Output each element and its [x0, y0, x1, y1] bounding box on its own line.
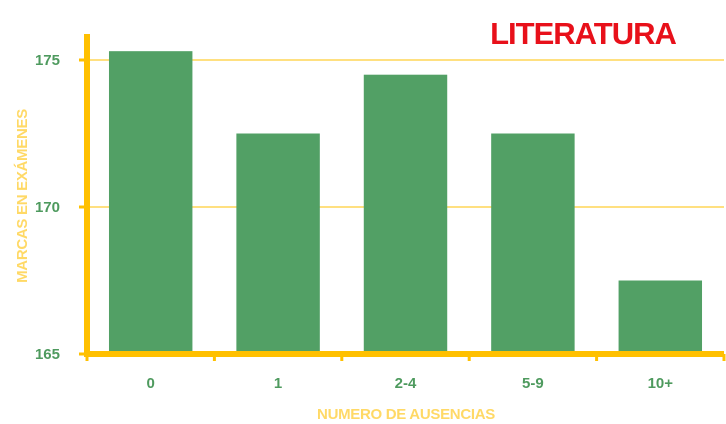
- x-axis-title: NUMERO DE AUSENCIAS: [317, 406, 495, 423]
- bar: [491, 133, 575, 354]
- axes: [84, 34, 726, 361]
- x-tick-label: 1: [274, 375, 282, 392]
- chart-title: LITERATURA: [490, 16, 676, 51]
- bar: [236, 133, 320, 354]
- y-tick-labels: 165 170 175: [35, 52, 60, 363]
- bar: [618, 280, 703, 354]
- bar: [108, 51, 193, 355]
- x-tick-label: 0: [147, 375, 155, 392]
- x-tick-labels: 0 1 2-4 5-9 10+: [147, 375, 674, 392]
- y-tick-label: 165: [35, 346, 60, 363]
- y-tick-label: 170: [35, 199, 60, 216]
- x-tick-label: 5-9: [522, 375, 544, 392]
- y-axis-title: MARCAS EN EXÁMENES: [14, 109, 31, 283]
- x-tick-label: 2-4: [395, 375, 417, 392]
- bar: [363, 74, 448, 354]
- x-tick-label: 10+: [648, 375, 674, 392]
- bars: [108, 51, 703, 355]
- y-tick-label: 175: [35, 52, 60, 69]
